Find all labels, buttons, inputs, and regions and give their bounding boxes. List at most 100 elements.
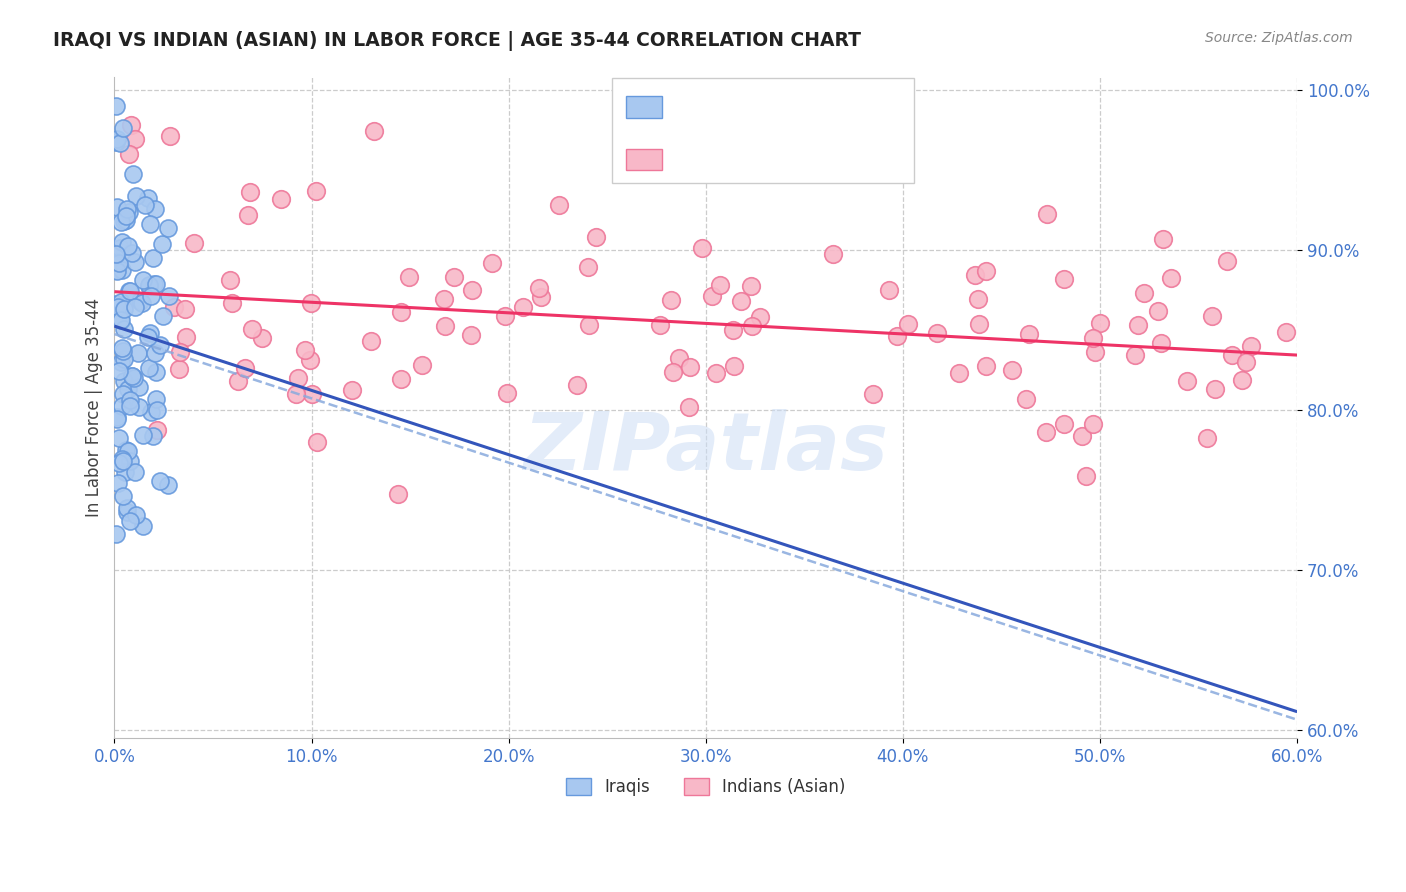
Point — [360, 334, 382, 348]
Point — [183, 236, 205, 251]
Point — [1053, 272, 1076, 286]
Point — [305, 184, 328, 198]
Point — [1035, 207, 1057, 221]
Point — [110, 295, 132, 310]
Point — [105, 132, 128, 146]
Point — [112, 386, 135, 401]
Point — [143, 346, 166, 360]
Point — [1232, 373, 1254, 387]
Point — [145, 365, 167, 379]
Point — [927, 326, 949, 340]
Point — [131, 296, 153, 310]
Point — [108, 255, 131, 269]
Point — [138, 191, 160, 205]
Point — [1147, 304, 1170, 318]
Point — [105, 410, 128, 425]
Point — [648, 318, 671, 333]
Point — [105, 527, 128, 541]
Point — [363, 124, 385, 138]
Point — [138, 279, 160, 293]
Point — [411, 358, 433, 372]
Text: IRAQI VS INDIAN (ASIAN) IN LABOR FORCE | AGE 35-44 CORRELATION CHART: IRAQI VS INDIAN (ASIAN) IN LABOR FORCE |… — [53, 31, 862, 51]
Point — [700, 289, 723, 303]
Point — [124, 300, 146, 314]
Point — [305, 435, 328, 450]
Point — [112, 374, 135, 388]
Point — [107, 431, 129, 445]
Point — [112, 214, 135, 228]
Point — [1204, 382, 1226, 396]
Point — [139, 217, 162, 231]
Point — [108, 364, 131, 378]
Point — [132, 519, 155, 533]
Point — [159, 128, 181, 143]
Point — [145, 392, 167, 406]
Point — [110, 215, 132, 229]
Point — [1222, 348, 1244, 362]
Point — [120, 514, 142, 528]
Point — [120, 392, 142, 407]
Point — [111, 262, 134, 277]
Point — [1236, 355, 1258, 369]
Point — [121, 369, 143, 384]
Point — [117, 444, 139, 458]
Point — [496, 385, 519, 400]
Point — [163, 300, 186, 314]
Point — [156, 478, 179, 492]
Point — [948, 366, 970, 380]
Point — [1216, 253, 1239, 268]
Point — [219, 273, 242, 287]
Point — [723, 359, 745, 373]
Point — [1084, 344, 1107, 359]
Point — [709, 277, 731, 292]
Point — [112, 454, 135, 468]
Point — [679, 359, 702, 374]
Point — [115, 501, 138, 516]
Point — [156, 221, 179, 235]
Point — [110, 312, 132, 326]
Point — [112, 352, 135, 367]
Point — [108, 457, 131, 471]
Point — [284, 387, 307, 401]
Point — [389, 305, 412, 319]
Point — [120, 399, 142, 413]
Point — [124, 188, 146, 202]
Point — [1195, 432, 1218, 446]
Point — [1160, 270, 1182, 285]
Point — [131, 427, 153, 442]
Point — [1128, 318, 1150, 332]
Point — [112, 302, 135, 317]
Point — [530, 290, 553, 304]
Point — [121, 246, 143, 260]
Point — [138, 278, 160, 293]
Point — [512, 300, 534, 314]
Point — [1123, 347, 1146, 361]
Point — [114, 209, 136, 223]
Point — [299, 296, 322, 310]
Text: -0.015: -0.015 — [713, 98, 772, 116]
Point — [963, 268, 986, 282]
Point — [1201, 310, 1223, 324]
Text: R =: R = — [673, 151, 710, 169]
Point — [128, 380, 150, 394]
Point — [239, 185, 262, 199]
Point — [114, 465, 136, 479]
Point — [967, 318, 990, 332]
Point — [233, 360, 256, 375]
Point — [105, 200, 128, 214]
Point — [107, 300, 129, 314]
Point — [1035, 425, 1057, 439]
Point — [659, 293, 682, 307]
Point — [443, 269, 465, 284]
Point — [1053, 417, 1076, 432]
Point — [704, 366, 727, 380]
Point — [112, 120, 135, 135]
Point — [662, 365, 685, 379]
Point — [117, 382, 139, 396]
Point — [143, 202, 166, 216]
Point — [108, 242, 131, 256]
Point — [1152, 232, 1174, 246]
Point — [578, 318, 600, 333]
Point — [125, 508, 148, 523]
Legend: Iraqis, Indians (Asian): Iraqis, Indians (Asian) — [560, 772, 852, 803]
